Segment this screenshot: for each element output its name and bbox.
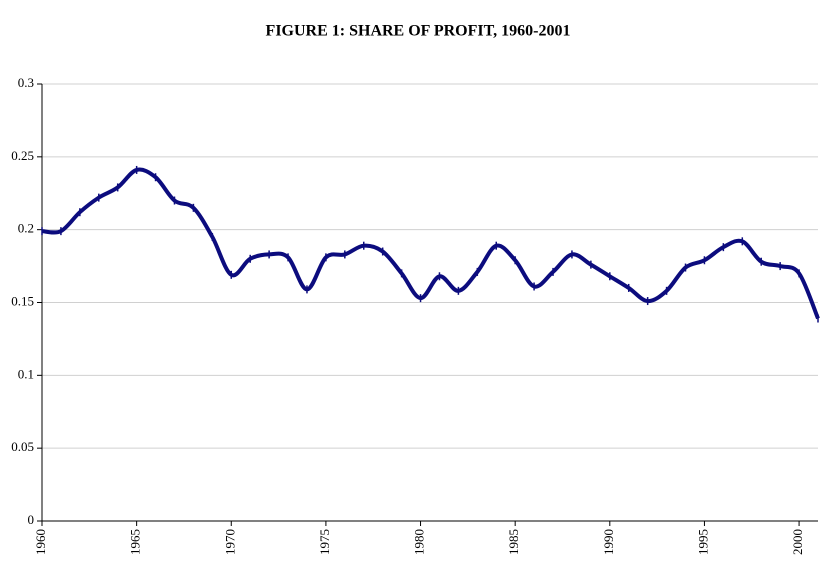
x-tick-label: 1965 — [128, 529, 143, 555]
x-tick-label: 1985 — [506, 529, 521, 555]
x-tick-label: 1970 — [222, 529, 237, 555]
x-tick-label: 1975 — [317, 529, 332, 555]
x-tick-label: 1990 — [601, 529, 616, 555]
y-tick-label: 0 — [28, 512, 35, 527]
y-tick-label: 0.25 — [11, 148, 34, 163]
chart-title: FIGURE 1: SHARE OF PROFIT, 1960-2001 — [266, 23, 571, 40]
y-tick-label: 0.15 — [11, 293, 34, 308]
x-tick-label: 1995 — [695, 529, 710, 555]
line — [41, 167, 820, 320]
y-tick-label: 0.05 — [11, 439, 34, 454]
y-tick-label: 0.1 — [18, 366, 34, 381]
y-tick-label: 0.3 — [18, 75, 34, 90]
x-tick-label: 1960 — [33, 529, 48, 555]
x-tick-label: 1980 — [412, 529, 427, 555]
y-tick-label: 0.2 — [18, 221, 34, 236]
x-tick-label: 2000 — [790, 529, 805, 555]
